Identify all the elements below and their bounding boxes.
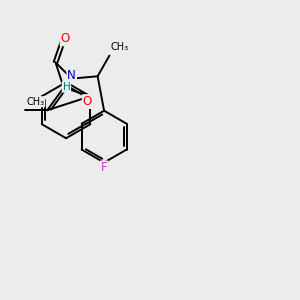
Text: F: F (101, 161, 107, 174)
Text: CH₃: CH₃ (111, 42, 129, 52)
Text: H: H (62, 82, 70, 92)
Text: O: O (83, 95, 92, 108)
Text: O: O (61, 32, 70, 45)
Text: N: N (67, 69, 76, 82)
Text: CH₃: CH₃ (27, 97, 45, 107)
